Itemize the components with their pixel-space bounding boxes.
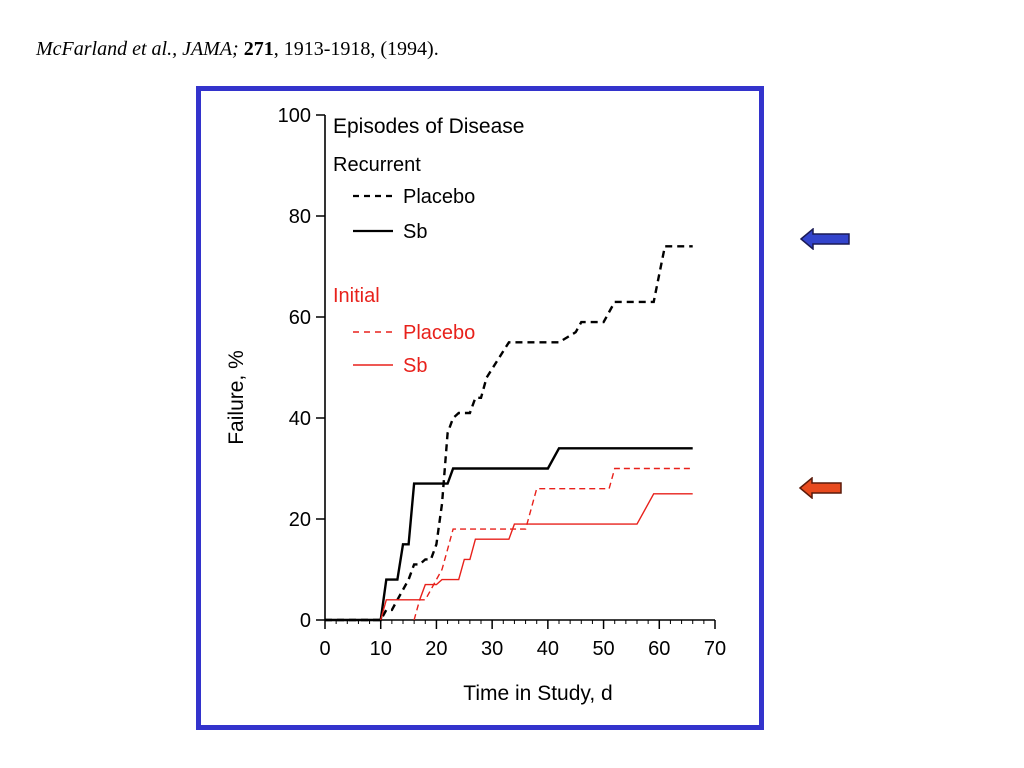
y-tick-label: 0 <box>300 610 311 632</box>
series-line-initial-placebo <box>413 467 693 621</box>
x-tick-label: 60 <box>648 638 670 660</box>
legend-entry-label: Sb <box>403 221 427 243</box>
x-axis-label: Time in Study, d <box>463 682 612 705</box>
x-tick-label: 30 <box>481 638 503 660</box>
y-tick-label: 60 <box>289 307 311 329</box>
series-line-recurrent-sb <box>325 447 693 622</box>
citation: McFarland et al., JAMA; 271, 1913-1918, … <box>36 38 439 61</box>
citation-rest: , 1913-1918, (1994). <box>273 38 439 60</box>
x-tick-label: 40 <box>537 638 559 660</box>
legend-entry-label: Placebo <box>403 186 475 208</box>
x-tick-label: 20 <box>425 638 447 660</box>
x-tick-label: 10 <box>370 638 392 660</box>
x-tick-label: 50 <box>592 638 614 660</box>
chart-frame: 0 10 20 30 40 50 60 70 0 20 40 60 80 100 Time in Study… <box>196 86 764 730</box>
y-tick-label: 80 <box>289 206 311 228</box>
blue-arrow-icon <box>800 228 850 250</box>
chart-title: Episodes of Disease <box>333 115 524 138</box>
legend-group-title: Recurrent <box>333 154 421 176</box>
x-tick-label: 0 <box>319 638 330 660</box>
x-tick-label: 70 <box>704 638 726 660</box>
y-tick-label: 20 <box>289 509 311 531</box>
series-line-initial-sb <box>380 493 693 621</box>
failure-chart: 0 10 20 30 40 50 60 70 0 20 40 60 80 100 Time in Study… <box>225 105 726 705</box>
red-arrow-icon <box>798 477 842 499</box>
y-tick-label: 100 <box>278 105 311 127</box>
legend-entry-label: Sb <box>403 355 427 377</box>
legend-group-title: Initial <box>333 285 380 307</box>
y-axis-label: Failure, % <box>225 350 248 445</box>
y-tick-label: 40 <box>289 408 311 430</box>
series-line-recurrent-placebo <box>325 245 693 622</box>
citation-volume: 271 <box>243 38 274 60</box>
legend-entry-label: Placebo <box>403 322 475 344</box>
citation-authors: McFarland et al., JAMA; <box>36 38 239 60</box>
